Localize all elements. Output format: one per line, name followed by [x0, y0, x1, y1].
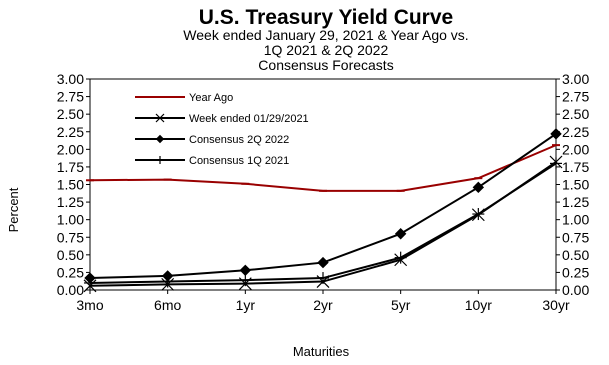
- y-tick-label-right: 2.50: [562, 106, 589, 122]
- series-line: [89, 144, 557, 192]
- y-tick-label-right: 2.00: [562, 141, 589, 157]
- y-tick-label-left: 2.25: [57, 124, 84, 140]
- x-tick-label: 5yr: [391, 297, 411, 313]
- x-tick-label: 30yr: [542, 297, 570, 313]
- y-tick-label-left: 0.00: [57, 282, 84, 298]
- data-point: [84, 276, 96, 289]
- left-y-axis: 0.00 0.250.50 0.751.00 1.251.50 1.75 2.002.25…: [57, 71, 90, 298]
- data-point: [239, 274, 252, 287]
- legend-label: Year Ago: [189, 92, 233, 104]
- legend-marker: [155, 113, 165, 123]
- series-3: [84, 157, 562, 289]
- y-tick-label-right: 1.00: [562, 212, 589, 228]
- y-tick-label-right: 0.50: [562, 247, 589, 263]
- chart-subtitle-line-2: 1Q 2021 & 2Q 2022: [264, 42, 389, 58]
- x-axis-label: Maturities: [293, 344, 350, 359]
- y-tick-label-left: 1.25: [57, 194, 84, 210]
- y-tick-label-right: 1.75: [562, 159, 589, 175]
- y-tick-label-right: 2.75: [562, 89, 589, 105]
- legend-item: Consensus 2Q 2022: [135, 134, 289, 146]
- x-tick-label: 6mo: [154, 297, 181, 313]
- legend-label: Consensus 1Q 2021: [189, 155, 289, 167]
- legend-marker-stroke-b: [155, 113, 165, 123]
- y-tick-label-right: 1.50: [562, 177, 589, 193]
- legend-item: Consensus 1Q 2021: [135, 155, 289, 167]
- legend-item: Year Ago: [135, 92, 233, 104]
- x-tick-label: 10yr: [465, 297, 493, 313]
- y-tick-label-right: 0.25: [562, 264, 589, 280]
- y-tick-label-left: 2.75: [57, 89, 84, 105]
- y-tick-label-left: 2.50: [57, 106, 84, 122]
- data-point: [394, 251, 407, 264]
- data-point: [550, 157, 562, 170]
- y-tick-label-left: 1.00: [57, 212, 84, 228]
- series-layer: [83, 128, 563, 293]
- y-tick-label-left: 2.00: [57, 141, 84, 157]
- y-tick-label-right: 0.00: [562, 282, 589, 298]
- legend-marker: [155, 134, 165, 144]
- x-tick-label: 1yr: [236, 297, 256, 313]
- data-point: [239, 264, 252, 277]
- series-0: [86, 144, 560, 192]
- x-tick-label: 3mo: [76, 297, 103, 313]
- y-tick-label-right: 2.25: [562, 124, 589, 140]
- legend-item: Week ended 01/29/2021: [135, 113, 309, 125]
- legend: Year Ago Week ended 01/29/2021 Consensus 2…: [135, 92, 309, 167]
- data-point: [161, 275, 174, 288]
- chart-subtitle-line-1: Week ended January 29, 2021 & Year Ago v…: [183, 27, 468, 43]
- y-tick-label-left: 0.75: [57, 229, 84, 245]
- data-point: [550, 128, 562, 140]
- y-tick-label-right: 1.25: [562, 194, 589, 210]
- chart-title: U.S. Treasury Yield Curve: [199, 6, 453, 29]
- legend-label: Week ended 01/29/2021: [189, 113, 309, 125]
- y-tick-label-left: 1.75: [57, 159, 84, 175]
- data-point: [394, 228, 407, 240]
- x-tick-label: 2yr: [313, 297, 333, 313]
- y-tick-label-left: 0.25: [57, 264, 84, 280]
- y-tick-label-left: 3.00: [57, 71, 84, 87]
- legend-label: Consensus 2Q 2022: [189, 134, 289, 146]
- y-tick-label-left: 1.50: [57, 177, 84, 193]
- series-1: [83, 155, 563, 293]
- y-tick-label-left: 0.50: [57, 247, 84, 263]
- x-axis: 3mo 6mo 1yr 2yr 5yr 10yr 30yr: [76, 290, 570, 313]
- right-y-axis: 0.00 0.250.50 0.751.00 1.251.50 1.75 2.002.25…: [556, 71, 589, 298]
- data-point: [317, 272, 329, 285]
- y-tick-label-right: 0.75: [562, 229, 589, 245]
- y-axis-label: Percent: [6, 187, 21, 232]
- data-point: [317, 256, 329, 269]
- data-point: [472, 181, 485, 194]
- data-point: [472, 208, 485, 221]
- legend-marker: [156, 156, 164, 164]
- chart-subtitle-line-3: Consensus Forecasts: [258, 57, 393, 73]
- series-line: [89, 133, 557, 280]
- y-tick-label-right: 3.00: [562, 71, 589, 87]
